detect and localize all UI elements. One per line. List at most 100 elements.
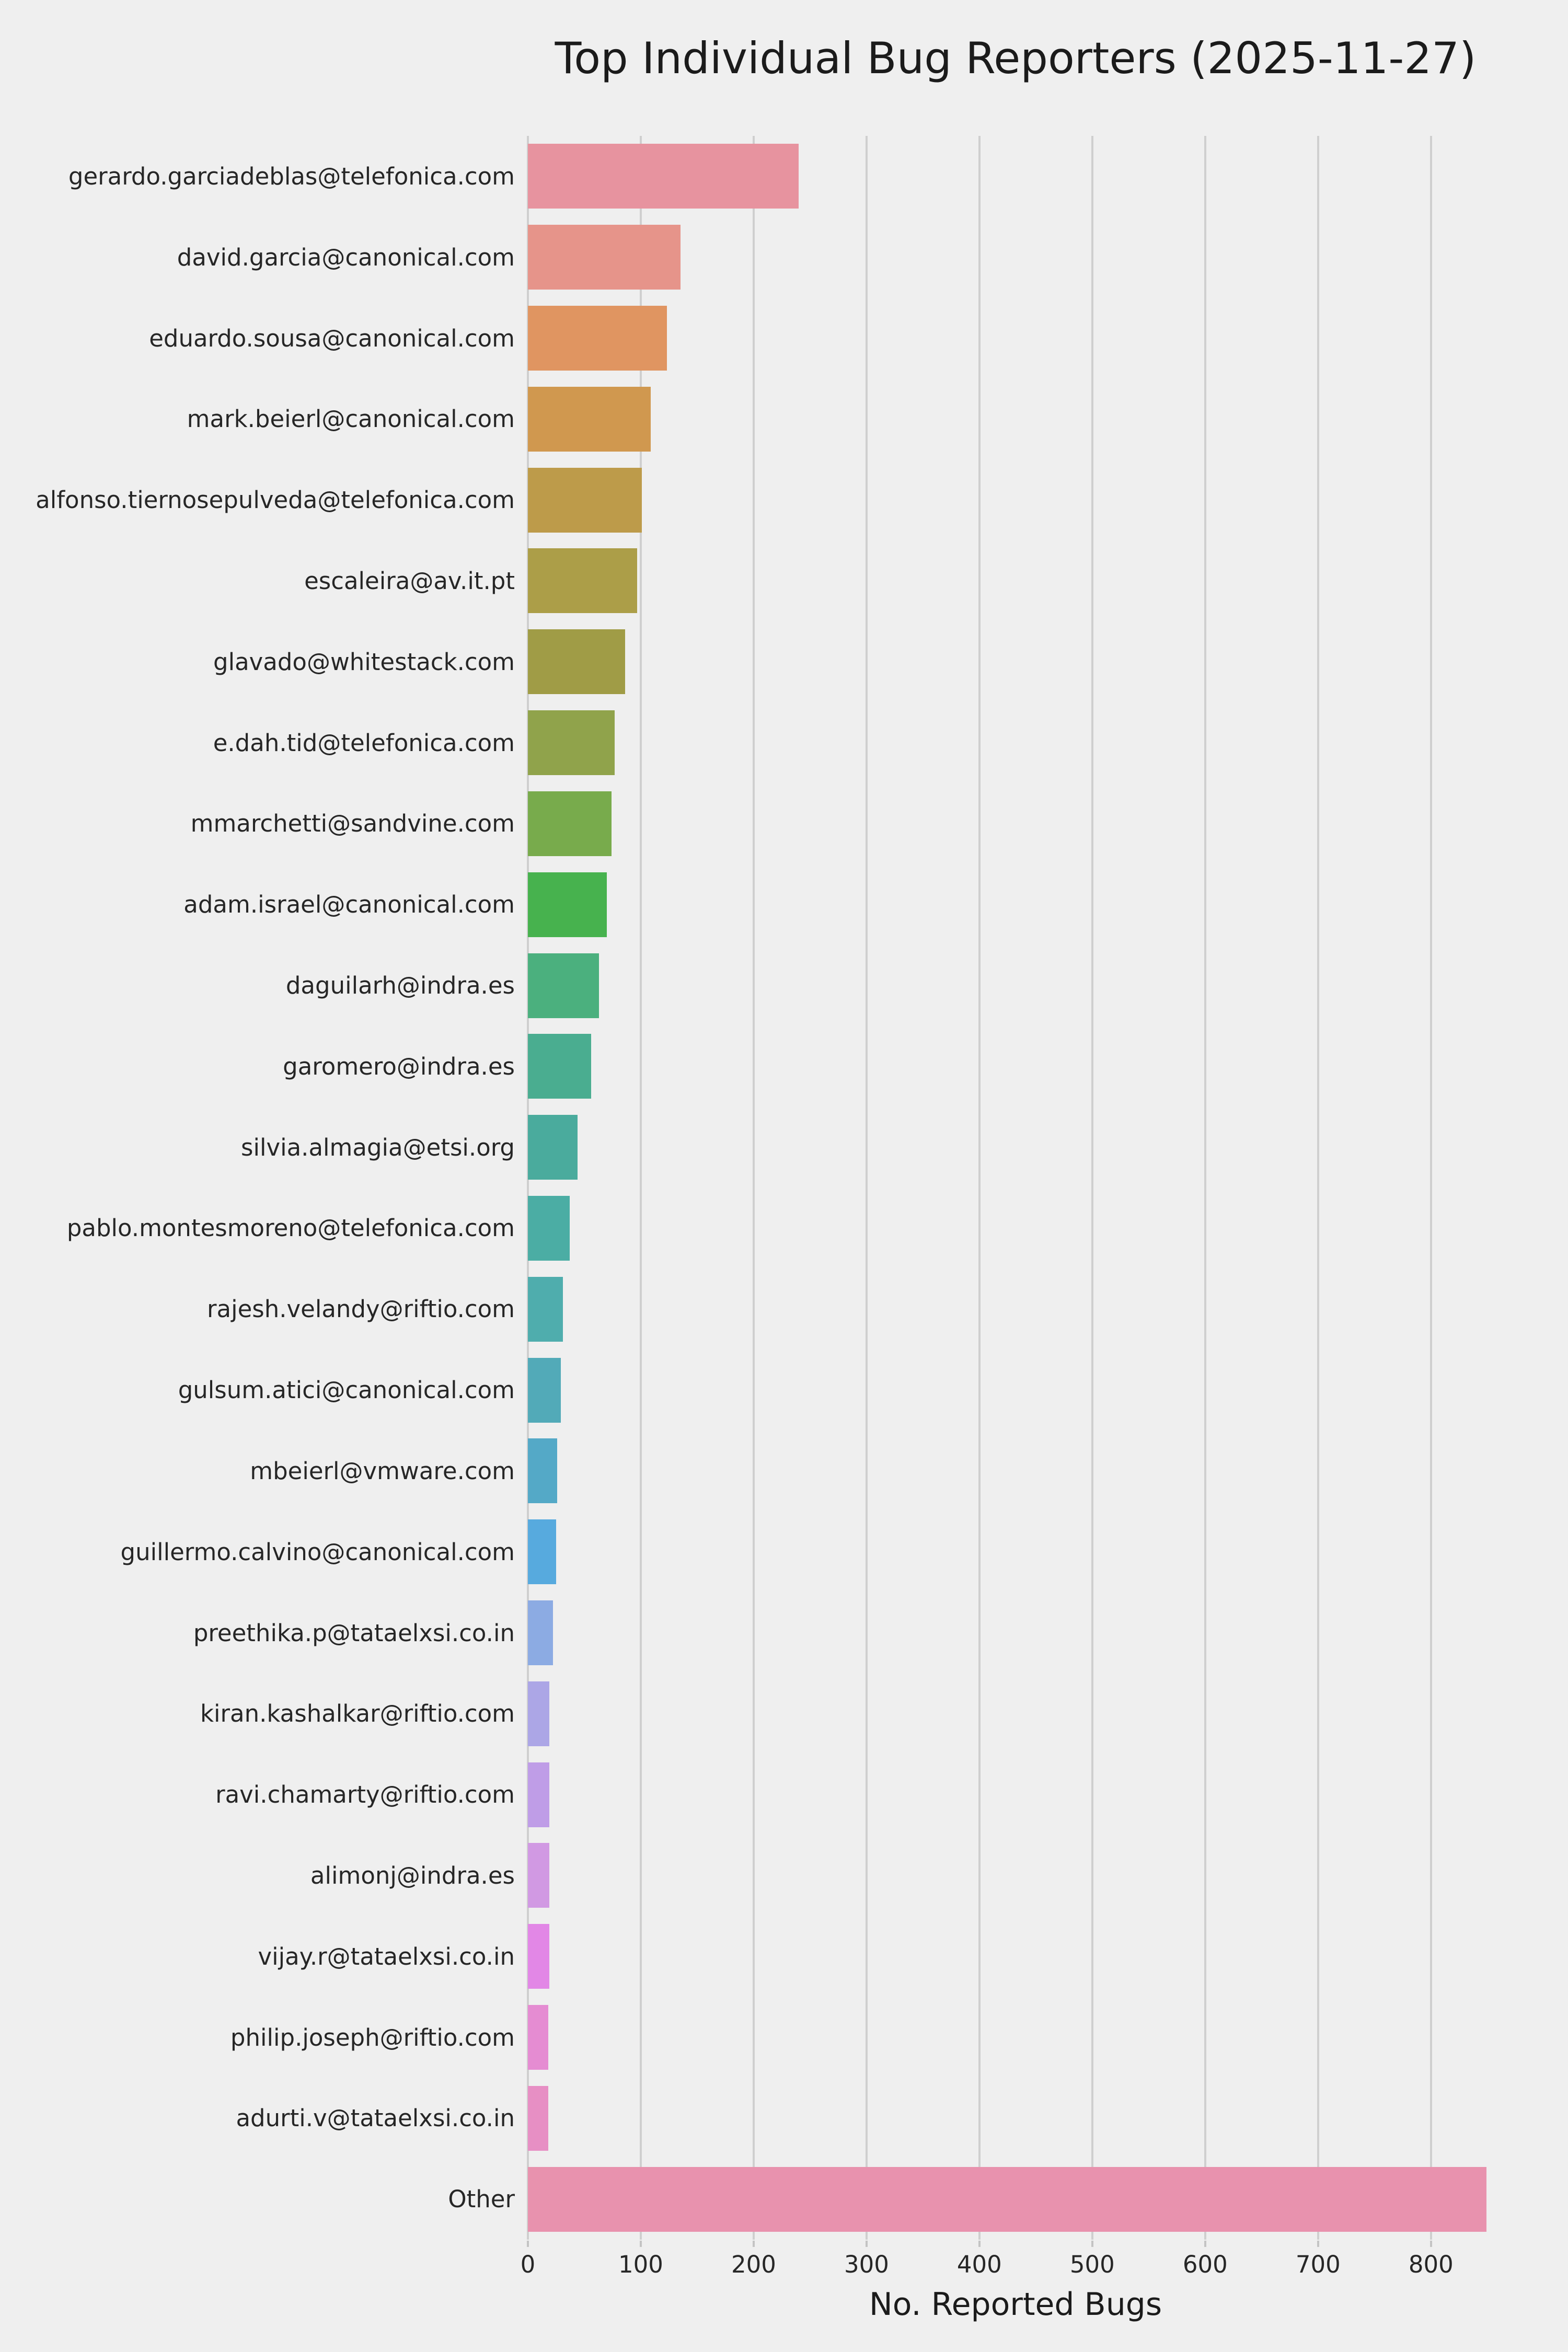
bar [528, 1681, 550, 1746]
x-tick-mark-600 [1204, 2241, 1206, 2247]
bar-row [528, 864, 1503, 945]
y-axis-label: garomero@indra.es [283, 1052, 515, 1080]
bar [528, 872, 607, 937]
bar-row [528, 783, 1503, 864]
plot-area [527, 136, 1503, 2240]
y-axis-label: Other [448, 2185, 515, 2213]
y-axis-label: pablo.montesmoreno@telefonica.com [66, 1214, 515, 1242]
x-tick-label-100: 100 [618, 2251, 663, 2278]
y-axis-label: daguilarh@indra.es [285, 972, 515, 1000]
bar [528, 144, 799, 209]
bar [528, 791, 612, 856]
bar-row [528, 217, 1503, 298]
bar [528, 1357, 561, 1423]
bar-rows [528, 136, 1503, 2240]
x-tick-mark-200 [752, 2241, 755, 2247]
gridline-500 [1091, 136, 1093, 2240]
x-tick-label-700: 700 [1295, 2251, 1341, 2278]
bar-row [528, 1107, 1503, 1188]
y-axis-label: guillermo.calvino@canonical.com [120, 1538, 515, 1566]
x-tick-label-300: 300 [844, 2251, 889, 2278]
x-tick-label-600: 600 [1182, 2251, 1228, 2278]
bar [528, 1438, 558, 1504]
y-axis-label: gerardo.garciadeblas@telefonica.com [68, 162, 515, 190]
gridline-300 [865, 136, 868, 2240]
x-tick-label-400: 400 [956, 2251, 1002, 2278]
y-axis-label: gulsum.atici@canonical.com [178, 1376, 515, 1404]
bar-row [528, 621, 1503, 702]
x-tick-mark-0 [527, 2241, 529, 2247]
x-tick-mark-500 [1091, 2241, 1093, 2247]
bar [528, 548, 638, 614]
bar-row [528, 1916, 1503, 1997]
bar-row [528, 378, 1503, 459]
bar-row [528, 1350, 1503, 1431]
x-axis-title: No. Reported Bugs [869, 2286, 1162, 2323]
gridline-200 [752, 136, 755, 2240]
bar-row [528, 1188, 1503, 1269]
x-tick-mark-300 [865, 2241, 868, 2247]
bar-row [528, 1512, 1503, 1593]
bar-row [528, 459, 1503, 540]
x-tick-mark-700 [1317, 2241, 1319, 2247]
bar-row [528, 136, 1503, 217]
bar-row [528, 540, 1503, 621]
y-axis-label: alfonso.tiernosepulveda@telefonica.com [36, 486, 515, 514]
x-tick-label-200: 200 [731, 2251, 776, 2278]
bar-row [528, 2159, 1503, 2240]
y-axis-label: david.garcia@canonical.com [177, 243, 515, 271]
gridline-700 [1317, 136, 1319, 2240]
bar [528, 306, 667, 371]
bar [528, 1924, 550, 1989]
y-axis-labels: gerardo.garciadeblas@telefonica.com david… [0, 136, 515, 2240]
bar-row [528, 1754, 1503, 1835]
y-axis-label: rajesh.velandy@riftio.com [207, 1295, 515, 1323]
bar [528, 1195, 570, 1261]
x-tick-label-800: 800 [1408, 2251, 1454, 2278]
bar-row [528, 1835, 1503, 1916]
x-tick-label-500: 500 [1069, 2251, 1115, 2278]
y-axis-label: adam.israel@canonical.com [183, 891, 515, 919]
bar-row [528, 298, 1503, 379]
bar-row [528, 1997, 1503, 2078]
bar-row [528, 1431, 1503, 1512]
x-tick-label-0: 0 [520, 2251, 536, 2278]
bar [528, 1034, 591, 1099]
y-axis-label: ravi.chamarty@riftio.com [215, 1781, 515, 1809]
gridline-0 [527, 136, 529, 2240]
y-axis-label: mbeierl@vmware.com [250, 1457, 515, 1485]
bar [528, 467, 642, 533]
bar-row [528, 1593, 1503, 1674]
y-axis-label: glavado@whitestack.com [213, 648, 515, 676]
bar [528, 2166, 1486, 2232]
y-axis-label: philip.joseph@riftio.com [230, 2023, 515, 2051]
x-tick-mark-400 [978, 2241, 981, 2247]
x-tick-mark-800 [1429, 2241, 1432, 2247]
gridline-400 [978, 136, 981, 2240]
bar [528, 1762, 550, 1827]
y-axis-label: escaleira@av.it.pt [304, 567, 515, 595]
bar [528, 1600, 553, 1666]
y-axis-label: alimonj@indra.es [310, 1861, 515, 1889]
bar [528, 629, 625, 695]
bar [528, 386, 651, 452]
y-axis-label: preethika.p@tataelxsi.co.in [193, 1619, 515, 1647]
gridline-600 [1204, 136, 1206, 2240]
bar-row [528, 1673, 1503, 1754]
bar [528, 1519, 556, 1585]
y-axis-label: mark.beierl@canonical.com [187, 405, 515, 433]
gridline-800 [1429, 136, 1432, 2240]
gridline-100 [639, 136, 642, 2240]
y-axis-label: silvia.almagia@etsi.org [241, 1133, 515, 1161]
bar [528, 1115, 578, 1180]
bar-row [528, 702, 1503, 783]
bar [528, 225, 681, 290]
y-axis-label: mmarchetti@sandvine.com [190, 810, 515, 838]
bar [528, 710, 615, 776]
bar-row [528, 945, 1503, 1026]
y-axis-label: e.dah.tid@telefonica.com [213, 729, 515, 757]
chart-title: Top Individual Bug Reporters (2025-11-27… [555, 33, 1477, 84]
bar [528, 2005, 548, 2070]
y-axis-label: kiran.kashalkar@riftio.com [200, 1700, 515, 1728]
y-axis-label: vijay.r@tataelxsi.co.in [258, 1942, 515, 1970]
